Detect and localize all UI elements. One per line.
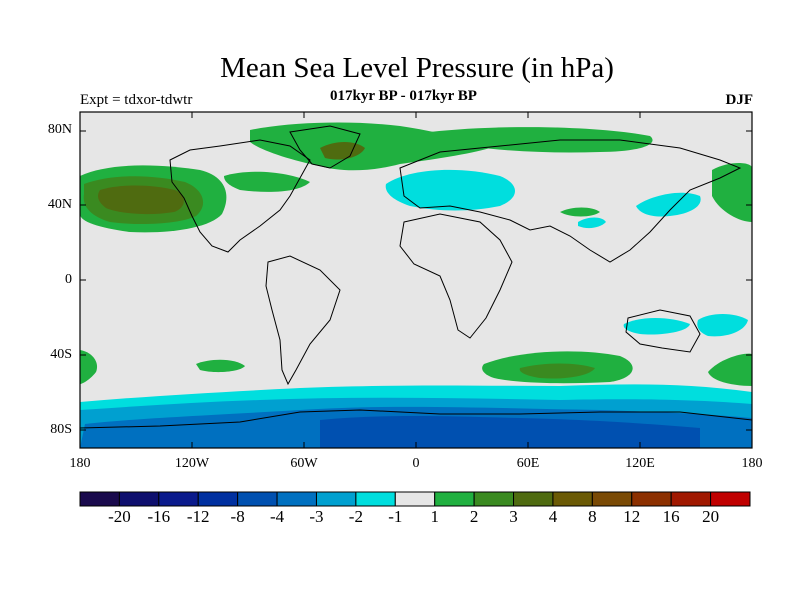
colorbar-swatch: [552, 491, 593, 507]
colorbar-tick-label: -20: [108, 507, 131, 526]
period-label: 017kyr BP - 017kyr BP: [330, 88, 477, 104]
coastline-eurasia: [399, 139, 742, 263]
contour-pos1-south-pacific-east: [708, 353, 752, 386]
x-tick-label: 120E: [625, 456, 655, 471]
coastline-south-america: [265, 255, 341, 386]
contour-pos1-pacific-east-edge: [712, 163, 752, 222]
coastline-australia: [625, 309, 701, 353]
y-tick-label: 80N: [47, 122, 72, 137]
y-tick-label: 0: [65, 272, 72, 287]
contour-pos3-arctic: [320, 142, 365, 160]
colorbar-tick-label: 16: [662, 507, 680, 526]
colorbar-swatch: [591, 491, 633, 507]
colorbar-tick-label: -2: [348, 507, 363, 526]
contour-pos1-south-atlantic-west-edge: [80, 350, 98, 384]
coastline-antarctica: [80, 409, 752, 429]
x-tick-label: 120W: [174, 456, 210, 471]
colorbar-swatch: [355, 491, 396, 507]
colorbar-tick-label: 4: [548, 507, 558, 526]
contour-pos1-south-pacific: [196, 359, 245, 373]
experiment-label: Expt = tdxor-tdwtr: [80, 92, 193, 108]
colorbar-swatch: [158, 491, 199, 507]
colorbar-swatch: [276, 491, 317, 507]
colorbar-tick-label: -16: [147, 507, 171, 526]
coastline-greenland: [289, 125, 361, 169]
contour-minus1-tasman: [697, 314, 748, 337]
colorbar-tick-label: -4: [269, 507, 285, 526]
colorbar-swatch: [197, 491, 239, 507]
colorbar-tick-label: -8: [230, 507, 245, 526]
season-label: DJF: [725, 92, 754, 108]
colorbar-swatch: [394, 491, 436, 507]
colorbar-swatch: [118, 491, 160, 507]
contour-minus4-south: [320, 416, 700, 448]
x-tick-label: 0: [412, 456, 420, 471]
contour-pos3-north-pacific: [98, 185, 184, 215]
colorbar-swatch: [631, 491, 672, 507]
colorbar-tick-label: 2: [469, 507, 479, 526]
colorbar-tick-label: -3: [309, 507, 324, 526]
contour-pos1-asia: [560, 207, 600, 217]
y-tick-label: 80S: [50, 422, 72, 437]
x-tick-label: 60W: [290, 456, 318, 471]
x-tick-label: 60E: [516, 456, 540, 471]
colorbar-tick-label: 20: [702, 507, 720, 526]
colorbar-tick-label: -1: [388, 507, 403, 526]
x-tick-label: 180: [69, 456, 91, 471]
colorbar-swatch: [237, 491, 278, 507]
plot-title: Mean Sea Level Pressure (in hPa): [220, 52, 614, 84]
coastline-africa: [399, 213, 513, 339]
colorbar-tick-label: 3: [509, 507, 518, 526]
coastline-north-america: [169, 139, 311, 253]
contour-minus1-europe: [385, 169, 515, 211]
contour-minus1-asia: [578, 217, 606, 229]
colorbar-tick-label: 12: [623, 507, 641, 526]
contour-pos2-south-indian: [519, 363, 595, 379]
colorbar-swatch: [473, 491, 515, 507]
colorbar-swatch: [670, 491, 712, 507]
colorbar-swatch: [434, 491, 475, 507]
contour-pos1-north-america: [224, 171, 310, 192]
colorbar-tick-label: 8: [588, 507, 597, 526]
colorbar-swatch: [79, 491, 120, 507]
contour-minus1-japan: [636, 192, 701, 217]
y-tick-label: 40S: [50, 347, 72, 362]
colorbar: [79, 491, 751, 507]
x-tick-label: 180: [741, 456, 763, 471]
contour-minus1-australia: [623, 318, 690, 335]
colorbar-swatch: [513, 491, 554, 507]
y-tick-label: 40N: [47, 197, 72, 212]
colorbar-tick-label: 1: [430, 507, 439, 526]
colorbar-swatch: [315, 491, 357, 507]
colorbar-tick-label: -12: [186, 507, 210, 526]
contour-pos1-arctic-east: [430, 127, 653, 153]
colorbar-swatch: [710, 491, 751, 507]
